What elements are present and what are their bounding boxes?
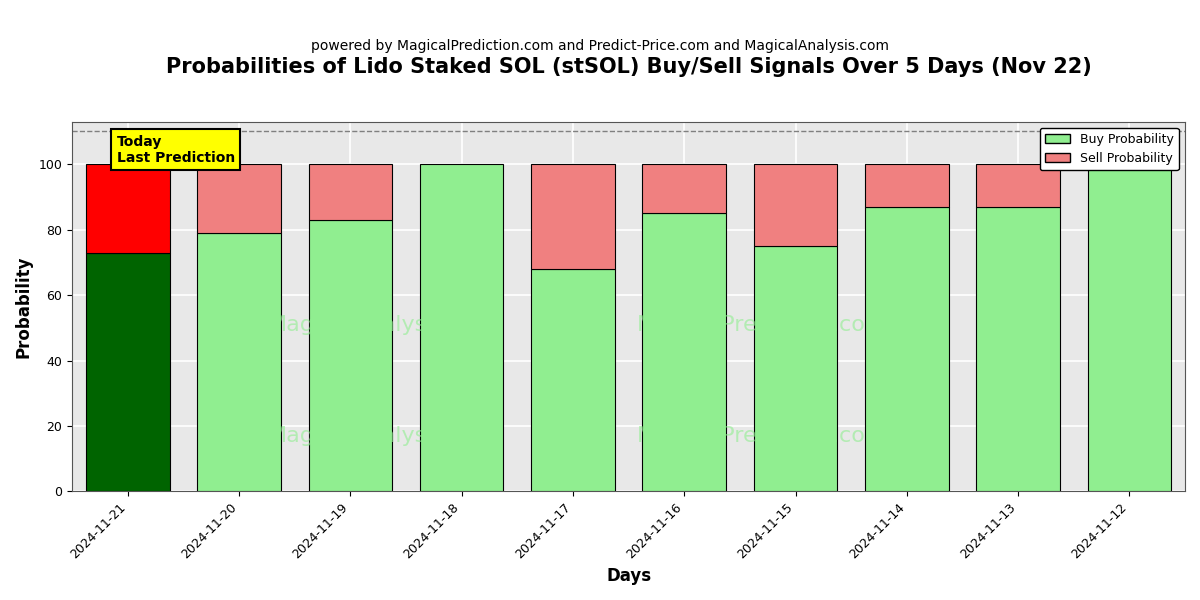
X-axis label: Days: Days <box>606 567 652 585</box>
Bar <box>86 164 169 253</box>
Bar <box>977 164 1060 207</box>
Text: MagicalPrediction.com: MagicalPrediction.com <box>637 426 887 446</box>
Bar <box>754 246 838 491</box>
Bar <box>197 233 281 491</box>
Bar <box>420 164 503 491</box>
Y-axis label: Probability: Probability <box>16 255 34 358</box>
Title: Probabilities of Lido Staked SOL (stSOL) Buy/Sell Signals Over 5 Days (Nov 22): Probabilities of Lido Staked SOL (stSOL)… <box>166 57 1092 77</box>
Bar <box>86 253 169 491</box>
Bar <box>197 164 281 233</box>
Bar <box>532 164 614 269</box>
Bar <box>977 207 1060 491</box>
Text: MagicalAnalysis.com: MagicalAnalysis.com <box>268 426 499 446</box>
Legend: Buy Probability, Sell Probability: Buy Probability, Sell Probability <box>1040 128 1178 170</box>
Bar <box>1087 164 1171 491</box>
Bar <box>754 164 838 246</box>
Text: MagicalAnalysis.com: MagicalAnalysis.com <box>268 315 499 335</box>
Bar <box>532 269 614 491</box>
Bar <box>642 213 726 491</box>
Bar <box>308 220 392 491</box>
Bar <box>865 207 948 491</box>
Bar <box>865 164 948 207</box>
Bar <box>642 164 726 213</box>
Text: powered by MagicalPrediction.com and Predict-Price.com and MagicalAnalysis.com: powered by MagicalPrediction.com and Pre… <box>311 39 889 53</box>
Text: Today
Last Prediction: Today Last Prediction <box>116 135 235 165</box>
Text: MagicalPrediction.com: MagicalPrediction.com <box>637 315 887 335</box>
Bar <box>308 164 392 220</box>
